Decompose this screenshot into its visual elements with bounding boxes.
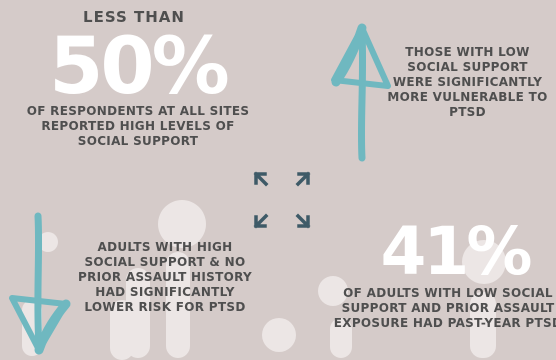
decor-bar <box>166 252 190 358</box>
stat-1-prefix: LESS THAN <box>83 8 185 26</box>
arrow-up-icon <box>331 23 391 162</box>
stat-2-description: THOSE WITH LOW SOCIAL SUPPORT WERE SIGNI… <box>387 45 548 119</box>
decor-circle <box>158 200 206 248</box>
stat-4-description: OF ADULTS WITH LOW SOCIAL SUPPORT AND PR… <box>333 286 556 330</box>
decor-bar <box>470 292 496 358</box>
decor-bar <box>110 300 134 360</box>
expand-arrows-icon <box>253 171 311 229</box>
decor-bar <box>330 318 352 358</box>
stat-1-description: OF RESPONDENTS AT ALL SITES REPORTED HIG… <box>26 104 250 148</box>
stat-4-value: 41% <box>380 213 533 290</box>
stat-3-description: ADULTS WITH HIGH SOCIAL SUPPORT & NO PRI… <box>78 240 252 314</box>
arrow-down-icon <box>9 212 71 355</box>
decor-circle <box>462 240 506 284</box>
decor-circle <box>38 232 58 252</box>
decor-circle <box>262 318 296 352</box>
decor-circle <box>318 276 348 306</box>
stat-1-value: 50% <box>49 22 230 112</box>
